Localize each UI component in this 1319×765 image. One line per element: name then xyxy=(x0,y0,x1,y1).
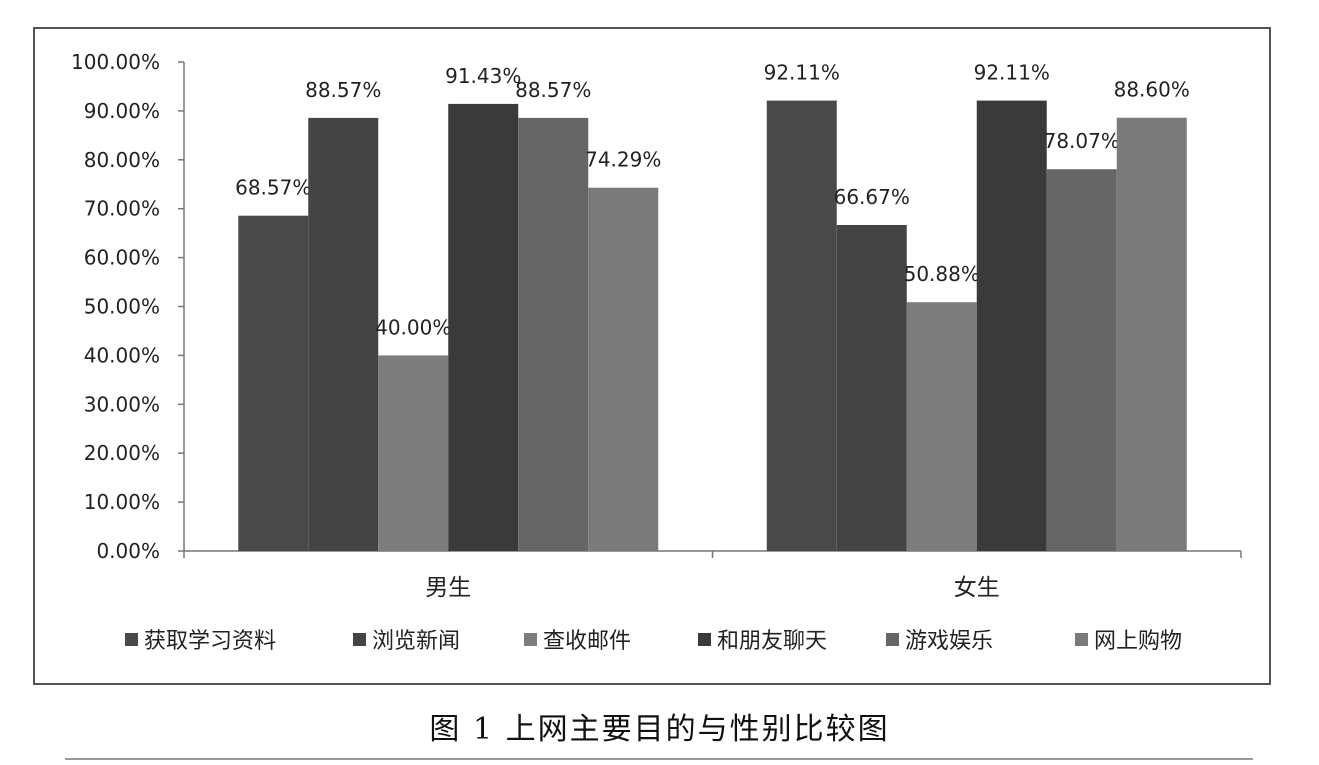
legend-label: 网上购物 xyxy=(1094,629,1182,654)
bar-0-2 xyxy=(378,355,449,551)
y-tick-label: 80.00% xyxy=(84,148,160,172)
bar-1-3 xyxy=(976,100,1047,552)
legend-label: 获取学习资料 xyxy=(144,629,276,654)
legend-swatch xyxy=(1075,633,1088,646)
legend-swatch xyxy=(524,633,537,646)
bar-1-1 xyxy=(836,224,907,551)
data-label: 92.11% xyxy=(974,61,1050,85)
data-label: 68.57% xyxy=(235,176,311,200)
y-tick-label: 20.00% xyxy=(84,441,160,465)
y-tick-label: 0.00% xyxy=(96,539,160,563)
y-tick-label: 90.00% xyxy=(84,99,160,123)
x-category-label: 男生 xyxy=(425,575,471,601)
data-label: 91.43% xyxy=(445,64,521,88)
legend-label: 查收邮件 xyxy=(543,629,631,654)
legend-swatch xyxy=(886,633,899,646)
data-label: 40.00% xyxy=(375,315,451,339)
bar-0-1 xyxy=(308,117,379,551)
y-tick-label: 60.00% xyxy=(84,246,160,270)
x-category-label: 女生 xyxy=(954,575,1000,601)
legend-label: 和朋友聊天 xyxy=(717,629,827,654)
bar-1-5 xyxy=(1116,117,1187,551)
y-tick-label: 70.00% xyxy=(84,197,160,221)
chart-frame: 0.00% 10.00% 20.00% 30.00% 40.00% 50.00% 60.00… xyxy=(33,27,1271,685)
data-label: 78.07% xyxy=(1044,129,1120,153)
legend-label: 浏览新闻 xyxy=(372,629,460,654)
bottom-rule xyxy=(65,758,1253,760)
data-label: 66.67% xyxy=(834,185,910,209)
y-tick-label: 30.00% xyxy=(84,392,160,416)
bar-0-0 xyxy=(238,215,309,552)
bar-1-2 xyxy=(906,302,977,551)
figure-caption: 图 1 上网主要目的与性别比较图 xyxy=(429,712,890,747)
y-tick-label: 100.00% xyxy=(71,50,160,74)
data-label: 74.29% xyxy=(585,148,661,172)
legend-label: 游戏娱乐 xyxy=(905,629,993,654)
legend-swatch xyxy=(125,633,138,646)
bar-1-0 xyxy=(766,100,837,552)
y-tick-label: 50.00% xyxy=(84,295,160,319)
y-tick-label: 10.00% xyxy=(84,490,160,514)
legend-swatch xyxy=(698,633,711,646)
bar-0-5 xyxy=(588,187,659,551)
bar-chart: 0.00% 10.00% 20.00% 30.00% 40.00% 50.00% 60.00… xyxy=(71,50,1242,654)
legend-swatch xyxy=(353,633,366,646)
bar-0-4 xyxy=(518,117,589,551)
bar-0-3 xyxy=(448,103,519,552)
data-label: 88.60% xyxy=(1114,78,1190,102)
data-label: 88.57% xyxy=(305,78,381,102)
data-label: 88.57% xyxy=(515,78,591,102)
y-tick-label: 40.00% xyxy=(84,343,160,367)
data-label: 50.88% xyxy=(904,262,980,286)
bar-1-4 xyxy=(1046,169,1117,551)
data-label: 92.11% xyxy=(764,61,840,85)
